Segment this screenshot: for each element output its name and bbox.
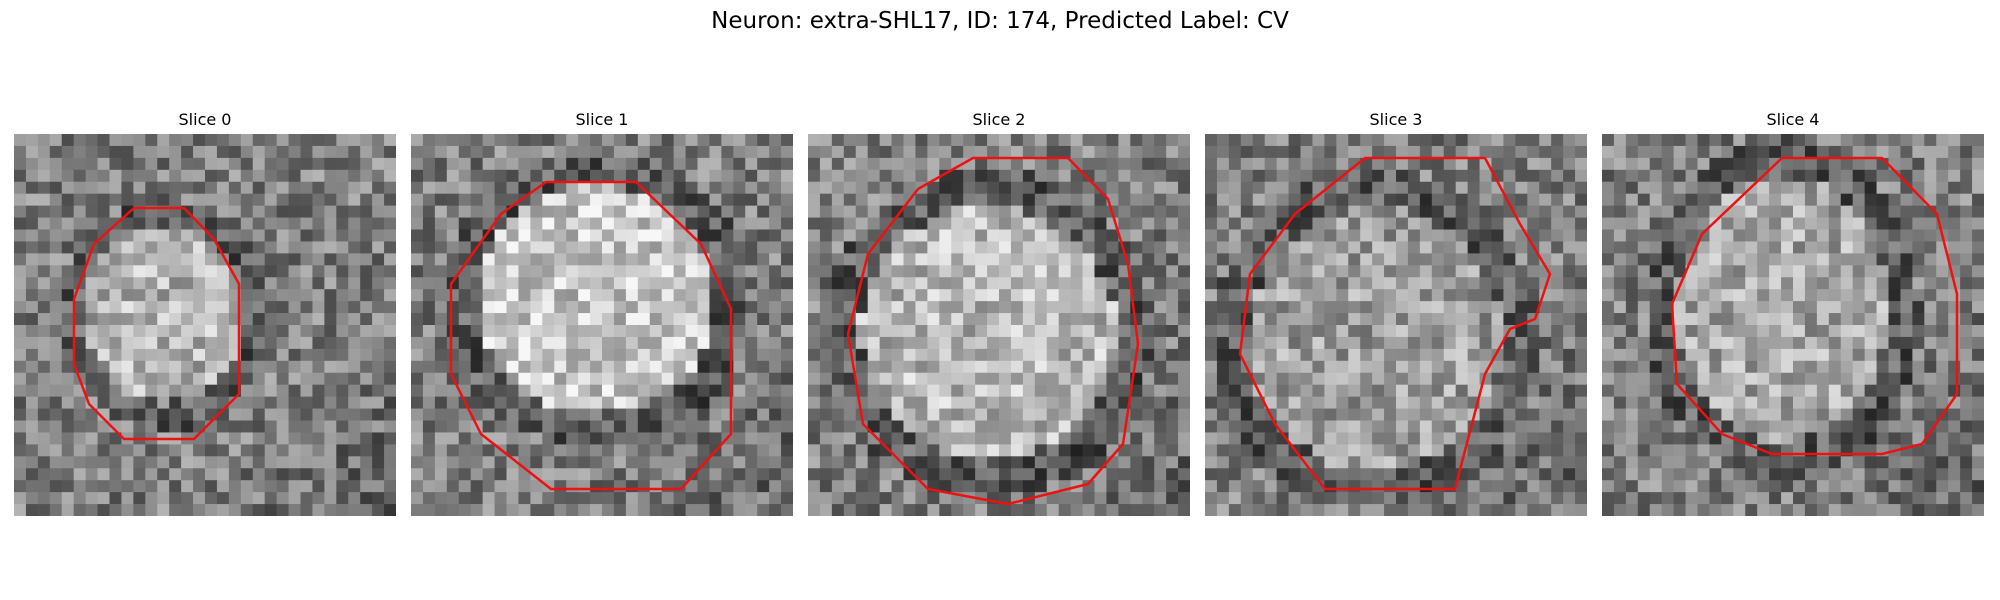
slice-title-4: Slice 4: [1766, 110, 1820, 129]
slice-panel-1: Slice 1: [411, 108, 793, 516]
slice-panel-4: Slice 4: [1602, 108, 1984, 516]
slice-panel-0: Slice 0: [14, 108, 396, 516]
slice-title-0: Slice 0: [178, 110, 232, 129]
cell-contour-0: [72, 206, 241, 441]
figure-title: Neuron: extra-SHL17, ID: 174, Predicted …: [711, 8, 1289, 34]
cell-contour-3: [1238, 156, 1552, 491]
slice-image-1: [411, 134, 793, 516]
cell-contour-4: [1670, 156, 1959, 456]
slice-image-3: [1205, 134, 1587, 516]
cell-contour-2: [846, 156, 1140, 506]
slice-panel-2: Slice 2: [808, 108, 1190, 516]
slice-title-3: Slice 3: [1369, 110, 1423, 129]
cell-contour-1: [449, 180, 733, 491]
slice-title-2: Slice 2: [972, 110, 1026, 129]
slice-panel-3: Slice 3: [1205, 108, 1587, 516]
slice-title-1: Slice 1: [575, 110, 629, 129]
slice-image-0: [14, 134, 396, 516]
slice-image-4: [1602, 134, 1984, 516]
slice-image-2: [808, 134, 1190, 516]
